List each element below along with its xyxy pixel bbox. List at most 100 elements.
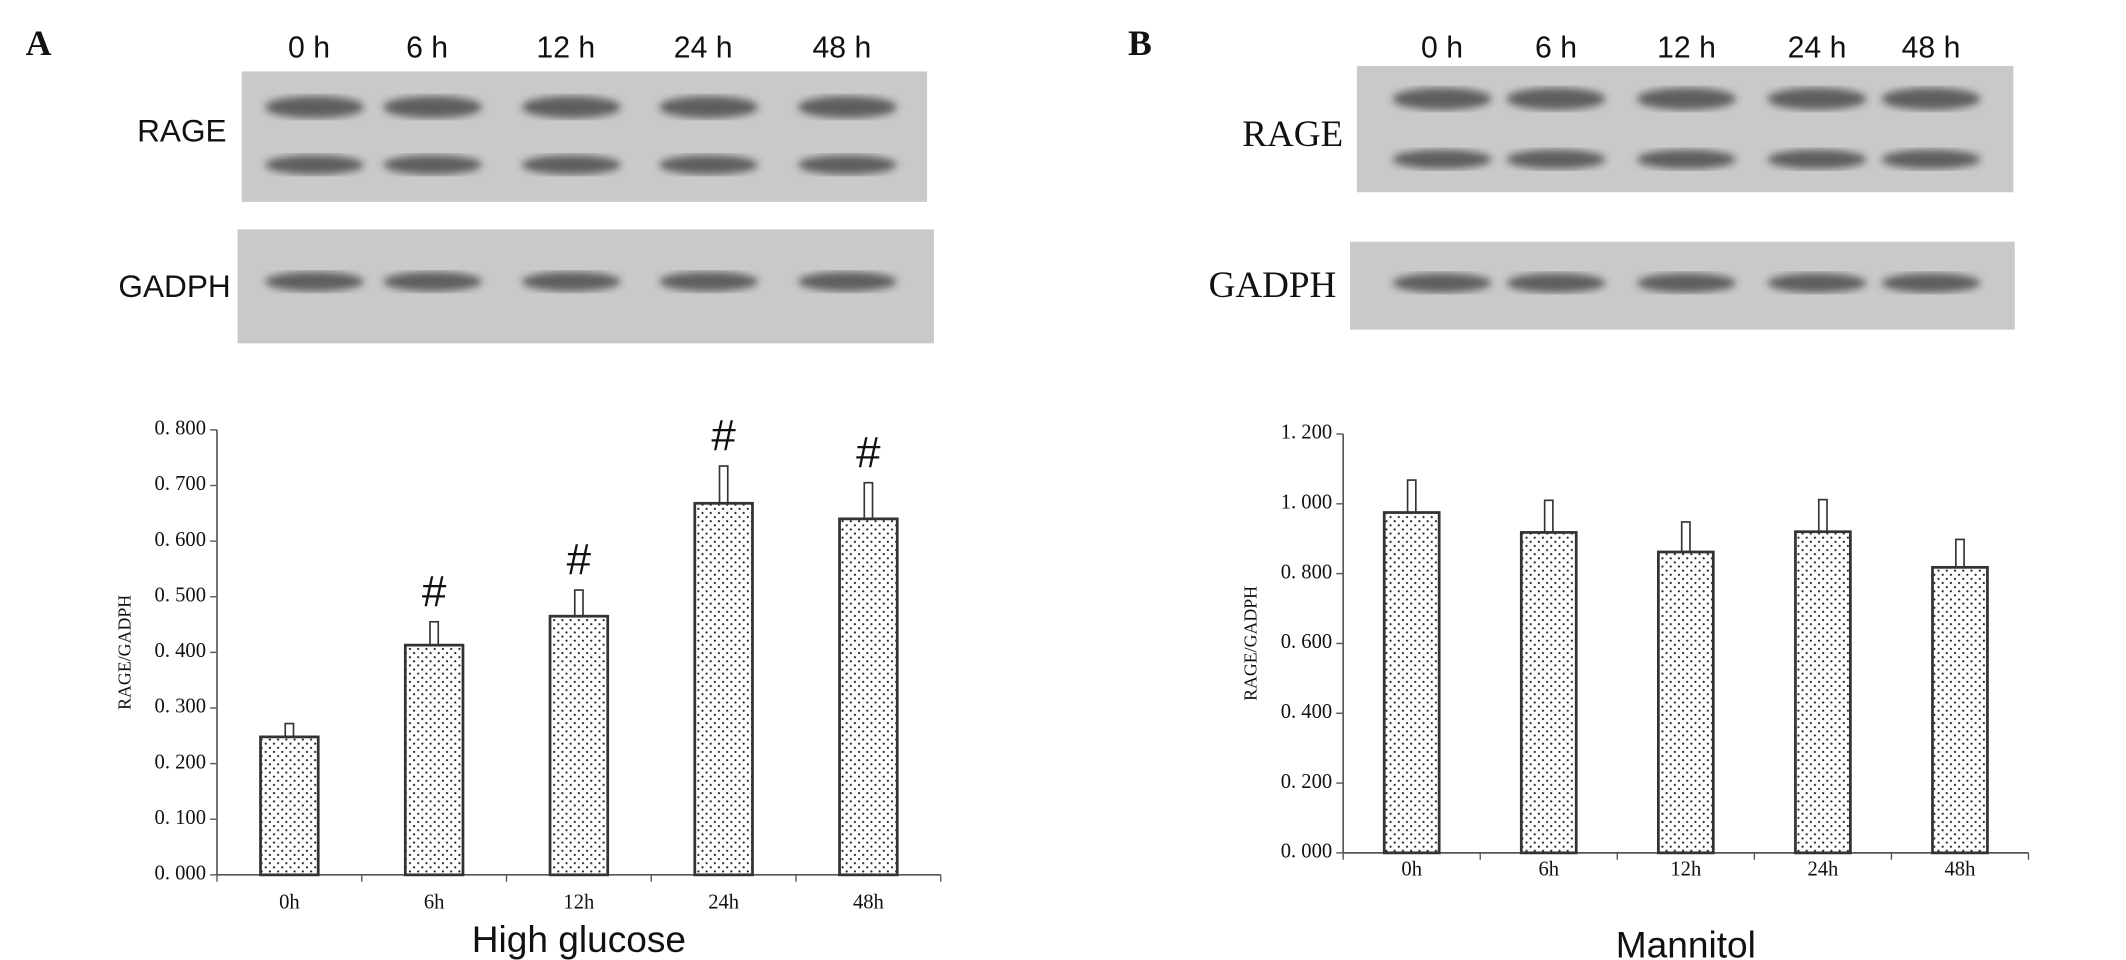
- y-tick-label: 0. 300: [155, 696, 206, 718]
- blot-band: [797, 271, 897, 292]
- y-tick-label: 0. 800: [1281, 561, 1332, 583]
- y-tick-label: 0. 800: [155, 418, 206, 440]
- error-bar: [1817, 498, 1828, 533]
- y-tick-label: 0. 100: [155, 807, 206, 829]
- bar: [838, 517, 899, 877]
- y-tick-label: 0. 200: [1281, 771, 1332, 793]
- blot-image: [241, 71, 928, 202]
- y-tick-label: 0. 400: [155, 640, 206, 662]
- blot-band: [383, 155, 483, 175]
- error-bar: [429, 620, 440, 646]
- error-bar: [863, 481, 874, 520]
- y-tick-label: 0. 500: [155, 584, 206, 606]
- y-axis-title: RAGE/GADPH: [1241, 586, 1261, 701]
- bar: [1794, 530, 1852, 855]
- blot-band: [1881, 273, 1981, 293]
- blot-band: [1392, 87, 1492, 110]
- lane-label: 48 h: [812, 31, 871, 64]
- blot-band: [797, 155, 897, 175]
- bar: [693, 501, 754, 877]
- error-bar: [1680, 521, 1691, 553]
- error-bar: [1955, 538, 1965, 569]
- significance-marker: #: [711, 411, 736, 460]
- blot-band: [1392, 273, 1492, 293]
- y-tick-label: 1. 200: [1281, 422, 1332, 444]
- error-bar: [1406, 479, 1417, 514]
- x-tick-label: 0h: [279, 891, 300, 913]
- blot-band: [521, 155, 621, 175]
- blot-band: [1767, 149, 1867, 169]
- bar: [403, 643, 465, 877]
- y-axis-title: RAGE/GADPH: [114, 595, 134, 710]
- blot-band: [1767, 273, 1867, 293]
- y-tick-label: 0. 700: [155, 473, 206, 495]
- blot-row-label: RAGE: [137, 113, 226, 149]
- bar: [1931, 565, 1989, 855]
- panel-label: A: [26, 23, 52, 63]
- blot-band: [383, 96, 483, 119]
- blot-band: [1506, 273, 1606, 293]
- x-tick-label: 6h: [424, 891, 445, 913]
- lane-label: 0 h: [288, 31, 330, 64]
- panel-label: B: [1128, 23, 1152, 63]
- blot-band: [1637, 87, 1736, 110]
- y-tick-label: 0. 000: [1281, 841, 1332, 863]
- blot-band: [265, 271, 364, 292]
- blot-row-label: RAGE: [1242, 114, 1343, 155]
- blot-band: [1767, 87, 1867, 110]
- x-tick-label: 24h: [1807, 858, 1839, 880]
- blot-band: [521, 271, 621, 292]
- x-axis-title: Mannitol: [1616, 923, 1756, 960]
- y-tick-label: 0. 600: [1281, 631, 1332, 653]
- bar: [1656, 550, 1715, 855]
- blot-band: [1881, 149, 1981, 169]
- x-axis-title: High glucose: [472, 918, 686, 960]
- error-bar: [573, 589, 584, 618]
- blot-band: [797, 96, 897, 119]
- blot-band: [659, 96, 759, 119]
- significance-marker: #: [567, 535, 592, 584]
- x-tick-label: 24h: [708, 891, 740, 913]
- x-tick-label: 12h: [563, 891, 595, 913]
- lane-label: 6 h: [1535, 31, 1577, 64]
- x-tick-label: 0h: [1401, 858, 1422, 880]
- y-tick-label: 0. 200: [155, 751, 206, 773]
- blot-band: [1506, 87, 1606, 110]
- blot-row-label: GADPH: [1209, 265, 1337, 306]
- lane-label: 48 h: [1902, 31, 1961, 64]
- y-tick-label: 0. 600: [155, 529, 206, 551]
- x-tick-label: 6h: [1538, 858, 1559, 880]
- x-tick-label: 12h: [1670, 858, 1702, 880]
- lane-label: 24 h: [674, 31, 733, 64]
- blot-band: [1637, 149, 1736, 169]
- error-bar: [718, 465, 729, 505]
- x-tick-label: 48h: [1945, 858, 1977, 880]
- error-bar: [284, 722, 295, 738]
- blot-band: [1881, 87, 1981, 110]
- y-tick-label: 0. 000: [155, 863, 206, 885]
- significance-marker: #: [856, 428, 881, 477]
- error-bar: [1543, 499, 1554, 534]
- blot-image: [1356, 65, 2014, 193]
- blot-band: [1506, 149, 1606, 169]
- blot-band: [265, 96, 364, 119]
- lane-label: 6 h: [406, 31, 448, 64]
- bar: [1519, 531, 1578, 855]
- y-tick-label: 1. 000: [1281, 492, 1332, 514]
- lane-label: 0 h: [1421, 31, 1463, 64]
- blot-band: [1392, 149, 1492, 169]
- bar: [1382, 511, 1441, 855]
- lane-label: 24 h: [1788, 31, 1847, 64]
- lane-label: 12 h: [536, 31, 595, 64]
- bar: [548, 614, 610, 877]
- blot-band: [521, 96, 621, 119]
- blot-row-label: GADPH: [118, 268, 230, 304]
- bar: [259, 735, 320, 877]
- blot-band: [659, 271, 759, 292]
- significance-marker: #: [422, 567, 447, 616]
- blot-band: [383, 271, 483, 292]
- blot-band: [265, 155, 364, 175]
- blot-band: [659, 155, 759, 175]
